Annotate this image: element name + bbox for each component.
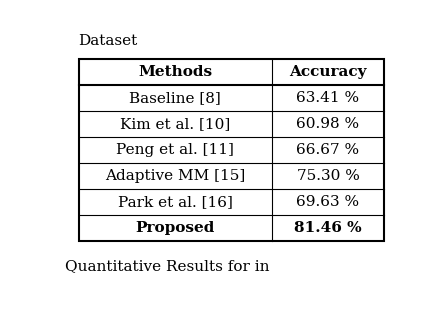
Text: 63.41 %: 63.41 %	[297, 91, 360, 105]
Text: 75.30 %: 75.30 %	[297, 169, 360, 183]
Text: 81.46 %: 81.46 %	[294, 221, 362, 235]
Text: Kim et al. [10]: Kim et al. [10]	[120, 117, 230, 131]
Text: 66.67 %: 66.67 %	[297, 143, 360, 157]
Text: Adaptive MM [15]: Adaptive MM [15]	[105, 169, 245, 183]
Bar	[78, 59, 384, 241]
Text: Dataset: Dataset	[78, 34, 138, 48]
Text: Methods: Methods	[138, 65, 212, 79]
Text: Quantitative Results for in: Quantitative Results for in	[65, 259, 269, 273]
Text: Peng et al. [11]: Peng et al. [11]	[117, 143, 234, 157]
Text: 60.98 %: 60.98 %	[297, 117, 360, 131]
Text: Proposed: Proposed	[136, 221, 215, 235]
Text: Park et al. [16]: Park et al. [16]	[118, 195, 233, 209]
Text: Baseline [8]: Baseline [8]	[129, 91, 221, 105]
Text: 69.63 %: 69.63 %	[297, 195, 360, 209]
Text: Accuracy: Accuracy	[289, 65, 367, 79]
